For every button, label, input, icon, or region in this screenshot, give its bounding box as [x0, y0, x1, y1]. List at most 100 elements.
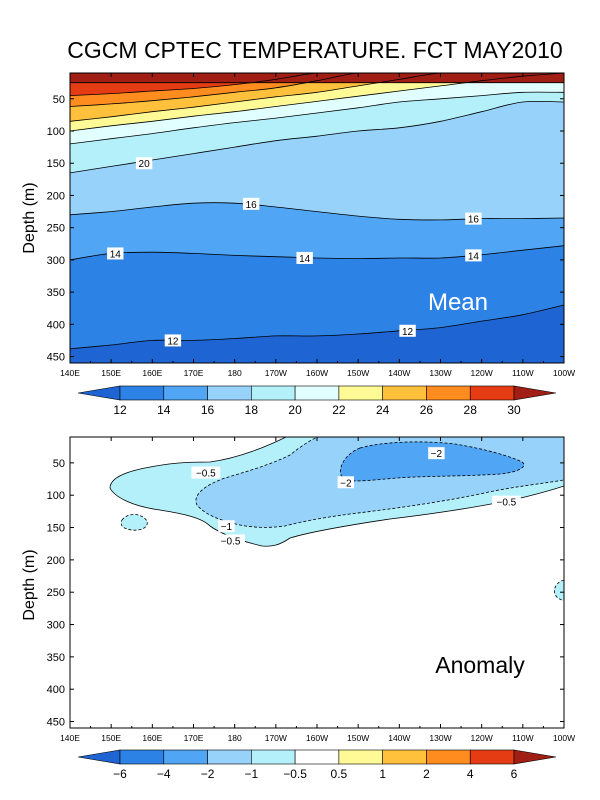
x-tick-label: 160E: [142, 368, 162, 378]
contour-label-bg: [428, 447, 445, 460]
contour-label: −1: [221, 522, 233, 533]
x-tick-label: 160E: [142, 733, 162, 743]
contour-label-bg: [135, 157, 153, 170]
anomaly-small-patch-east: [554, 579, 564, 602]
colorbar-label: 14: [157, 403, 171, 417]
y-tick-label: 350: [47, 652, 65, 664]
y-tick-label: 150: [47, 158, 65, 170]
contour-label: 16: [468, 215, 480, 226]
anomaly-contour-labels: −0.5 −2 −2 −0.5 −1 −0.5: [191, 447, 521, 547]
x-tick-label: 140E: [60, 368, 80, 378]
colorbar-swatch: [163, 385, 208, 401]
anomaly-panel-label: Anomaly: [435, 652, 525, 678]
colorbar-swatch: [338, 385, 383, 401]
contour-label-bg: [465, 212, 482, 225]
colorbar-label: −2: [201, 767, 215, 781]
mean-isotherm-lines: [70, 73, 564, 350]
isotherm-18: [70, 100, 564, 174]
y-tick-label: 100: [47, 490, 65, 502]
x-tick-label: 150E: [101, 368, 121, 378]
x-tick-label: 100W: [553, 733, 575, 743]
contour-label-bg: [218, 520, 235, 533]
colorbar-label: 30: [507, 403, 521, 417]
contour-label: 16: [246, 200, 258, 211]
y-tick-label: 400: [47, 319, 65, 331]
colorbar-label: 18: [245, 403, 259, 417]
contour-label: −2: [431, 449, 443, 460]
y-tick-label: 450: [47, 352, 65, 364]
contour-label: −2: [340, 478, 352, 489]
x-tick-label: 130W: [429, 733, 451, 743]
colorbar-high-arrow: [513, 749, 557, 765]
x-tick-label: 170E: [184, 368, 204, 378]
contour-label-bg: [242, 197, 260, 210]
isotherm-14: [70, 245, 564, 261]
x-tick-label: 110W: [512, 733, 534, 743]
contour-label: −0.5: [221, 536, 241, 547]
y-tick-label: 200: [47, 190, 65, 202]
mean-temperature-fills: [70, 73, 564, 363]
x-tick-label: 140W: [388, 733, 410, 743]
x-tick-label: 140W: [388, 368, 410, 378]
x-tick-label: 150E: [101, 733, 121, 743]
contour-label-bg: [337, 476, 355, 489]
mean-contour-labels: 20 16 16 14 14 14 12 12: [107, 157, 482, 347]
isotherm-22: [70, 73, 564, 132]
colorbar-low-arrow: [77, 749, 121, 765]
y-tick-label: 50: [53, 458, 65, 470]
contour-label: 12: [167, 336, 179, 347]
isotherm-12: [70, 304, 564, 350]
colorbar-label: −4: [157, 767, 171, 781]
colorbar-label: 26: [420, 403, 434, 417]
x-tick-label: 130W: [429, 368, 451, 378]
colorbar-low-arrow: [77, 385, 121, 401]
y-tick-label: 200: [47, 555, 65, 567]
colorbar-label: 0.5: [331, 767, 348, 781]
y-tick-label: 50: [53, 94, 65, 106]
isotherm-26: [70, 73, 564, 107]
x-tick-label: 110W: [512, 368, 534, 378]
mean-colorbar: 12 14 16 18 20 22 24 26 28 30: [77, 385, 557, 417]
anomaly-fills: [109, 437, 564, 602]
colorbar-label: −0.5: [283, 767, 307, 781]
colorbar-swatch: [251, 385, 296, 401]
colorbar-swatch: [251, 749, 296, 765]
contour-label-bg: [191, 466, 221, 479]
contour-label-bg: [107, 247, 124, 260]
y-tick-label: 250: [47, 587, 65, 599]
colorbar-label: 22: [332, 403, 346, 417]
y-tick-label: 150: [47, 523, 65, 535]
colorbar-label: 2: [423, 767, 430, 781]
y-tick-label: 250: [47, 223, 65, 235]
colorbar-swatch: [469, 385, 515, 401]
x-tick-label: 160W: [306, 368, 328, 378]
isotherm-28: [70, 73, 564, 96]
colorbar-swatch: [294, 749, 340, 765]
colorbar-swatch: [382, 385, 427, 401]
contour-label-bg: [399, 324, 416, 337]
colorbar-swatch: [469, 749, 515, 765]
colorbar-swatch: [119, 385, 165, 401]
contour-label-bg: [296, 251, 313, 264]
isotherm-24: [70, 73, 564, 122]
contour-label: −0.5: [496, 498, 516, 509]
x-tick-label: 140E: [60, 733, 80, 743]
anomaly-axes: 140E 150E 160E 170E 180 170W 160W 150W 140W 130W 1…: [47, 437, 575, 743]
colorbar-label: 20: [288, 403, 302, 417]
x-tick-label: 120W: [471, 733, 493, 743]
colorbar-swatch: [338, 749, 383, 765]
mean-panel: 20 16 16 14 14 14 12 12 140E 150E 160E 170E 180 170W…: [21, 72, 575, 417]
anomaly-ylabel: Depth (m): [21, 549, 38, 620]
x-tick-label: 150W: [347, 368, 369, 378]
isotherm-20: [70, 91, 564, 145]
colorbar-label: 1: [379, 767, 386, 781]
colorbar-label: 28: [464, 403, 478, 417]
contour-label: 14: [468, 251, 480, 262]
anomaly-panel: −0.5 −2 −2 −0.5 −1 −0.5 140E 150E 160E 170E 180 17…: [21, 436, 575, 781]
colorbar-high-arrow: [513, 385, 557, 401]
contour-label: 14: [110, 249, 122, 260]
contour-label-bg: [164, 334, 182, 347]
y-tick-label: 300: [47, 255, 65, 267]
contour-label-bg: [491, 495, 521, 508]
colorbar-label: 16: [201, 403, 215, 417]
